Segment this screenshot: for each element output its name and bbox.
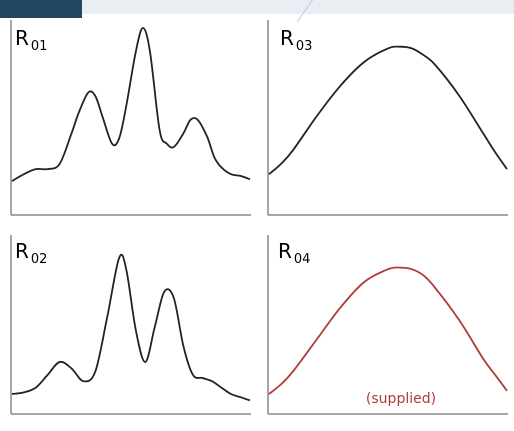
top-banner	[0, 0, 514, 14]
panel-r03-curve	[268, 45, 508, 175]
panel-r02-curve	[11, 253, 251, 402]
panel-r01-title: R 01	[15, 26, 47, 54]
panel-r01-curve	[11, 27, 251, 182]
panel-r04: R 04 (supplied)	[267, 235, 508, 415]
panel-r04-annotation: (supplied)	[366, 391, 436, 407]
panel-r03: R 03	[267, 20, 508, 216]
panel-r01: R 01	[10, 20, 251, 216]
top-banner-dark-block	[0, 0, 82, 18]
panel-r04-title: R 04	[278, 239, 310, 267]
panel-r02-title: R 02	[15, 239, 47, 267]
panel-r02: R 02	[10, 235, 251, 415]
panel-r03-title: R 03	[280, 26, 312, 54]
panel-r04-curve	[268, 266, 508, 395]
